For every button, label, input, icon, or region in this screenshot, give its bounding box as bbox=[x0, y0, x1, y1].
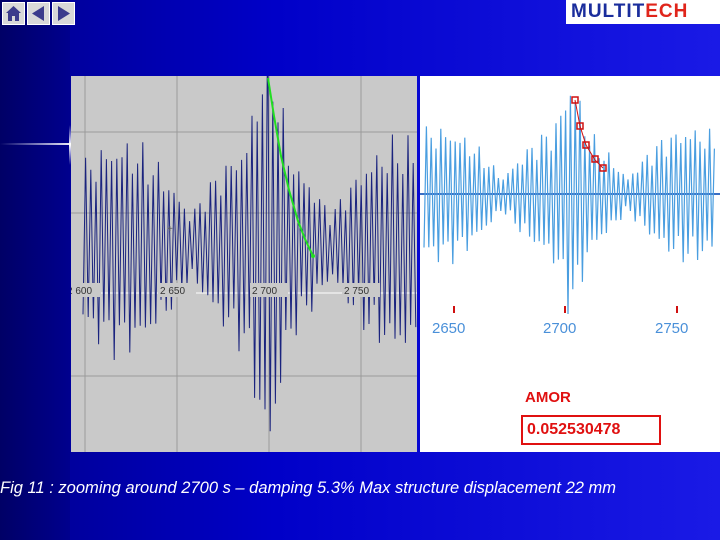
right-signal-chart: 2650 2700 2750 bbox=[420, 95, 720, 337]
peak-marker-5 bbox=[599, 164, 607, 172]
home-icon bbox=[6, 6, 21, 21]
light-flare-vertical bbox=[69, 125, 71, 165]
right-signal-trace bbox=[423, 95, 715, 315]
peak-marker-2 bbox=[576, 122, 584, 130]
peak-marker-3 bbox=[582, 141, 590, 149]
amor-value-field[interactable] bbox=[521, 415, 661, 445]
left-tick-label-3: 2 750 bbox=[344, 286, 369, 297]
logo-text-ech: ECH bbox=[645, 1, 689, 22]
triangle-right-icon bbox=[58, 6, 70, 21]
home-button[interactable] bbox=[2, 2, 25, 25]
next-slide-button[interactable] bbox=[52, 2, 75, 25]
right-peak-markers bbox=[571, 96, 607, 172]
right-tick-label-0: 2650 bbox=[432, 320, 465, 337]
right-tick-marks bbox=[453, 306, 678, 313]
logo-text-multit: MULTIT bbox=[571, 1, 646, 22]
peak-marker-1 bbox=[571, 96, 579, 104]
left-tick-label-0: 2 600 bbox=[71, 286, 92, 297]
right-tick-label-1: 2700 bbox=[543, 320, 576, 337]
left-tick-label-2: 2 700 bbox=[252, 286, 277, 297]
left-signal-trace bbox=[82, 13, 417, 432]
left-tick-bg-0 bbox=[71, 283, 101, 297]
left-tick-bg-1 bbox=[158, 283, 196, 297]
left-chart-cursor-mark: + bbox=[167, 224, 173, 235]
left-tick-bg-3 bbox=[342, 283, 380, 297]
figure-caption: Fig 11 : zooming around 2700 s – damping… bbox=[0, 479, 617, 497]
amor-label: AMOR bbox=[525, 389, 571, 406]
left-signal-chart: + 2 600 2 650 2 700 2 750 bbox=[67, 13, 417, 452]
triangle-left-icon bbox=[32, 6, 44, 21]
slide-navigation bbox=[2, 2, 75, 25]
left-decay-envelope bbox=[267, 77, 314, 257]
light-flare-horizontal bbox=[0, 143, 76, 145]
peak-marker-4 bbox=[591, 155, 599, 163]
right-chart-panel: 2650 2700 2750 bbox=[420, 76, 720, 452]
multitech-logo: MULTITECH bbox=[566, 0, 720, 24]
left-tick-label-1: 2 650 bbox=[160, 286, 185, 297]
left-decor-stripe bbox=[0, 0, 70, 540]
left-envelope-end-point bbox=[311, 254, 315, 258]
previous-slide-button[interactable] bbox=[27, 2, 50, 25]
left-chart-panel: + 2 600 2 650 2 700 2 750 bbox=[67, 13, 417, 452]
left-tick-bg-2 bbox=[250, 283, 288, 297]
right-tick-label-2: 2750 bbox=[655, 320, 688, 337]
